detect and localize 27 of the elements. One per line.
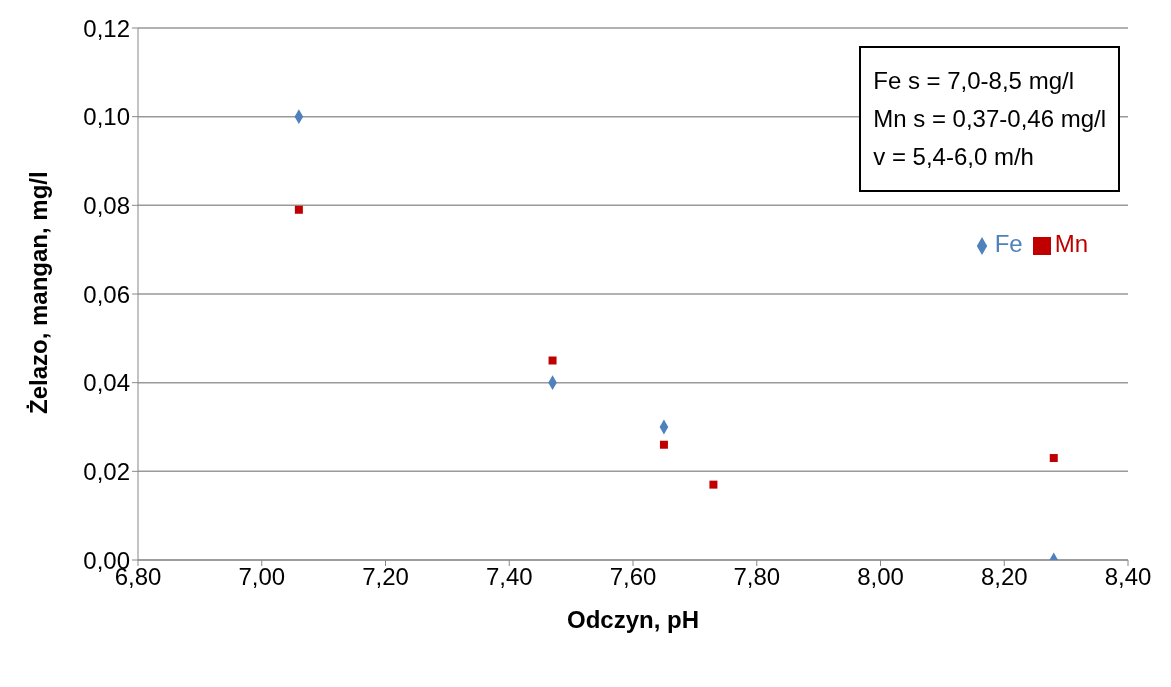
x-tick-label: 8,00 <box>857 563 904 591</box>
x-tick-label: 7,20 <box>362 563 409 591</box>
annotation: Fe s = 7,0-8,5 mg/l <box>873 66 1075 96</box>
y-tick-label: 0,06 <box>83 280 130 308</box>
point <box>709 480 718 489</box>
y-tick-label: 0,12 <box>83 14 130 42</box>
x-tick-label: 7,80 <box>733 563 781 591</box>
x-tick-label: 8,20 <box>980 563 1028 591</box>
x-tick-label: 7,00 <box>238 563 286 591</box>
note-box: Fe s = 7,0-8,5 mg/l Mn s = 0,37-0,46 mg/l v = 5,4-6,0 m/h <box>859 46 1120 192</box>
annotation: v = 5,4-6,0 m/h <box>873 142 1035 172</box>
x-axis-title: Odczyn, pH <box>566 606 700 633</box>
point <box>1049 454 1058 463</box>
y-tick-label: 0,10 <box>83 103 130 131</box>
annotation: Mn s = 0,37-0,46 mg/l <box>873 104 1106 134</box>
x-tick-label: 7,60 <box>609 563 657 591</box>
point <box>548 356 557 365</box>
y-tick-label: 0,04 <box>83 369 130 397</box>
y-axis-title: Żelazo, mangan, mg/l <box>24 171 52 414</box>
legend-label: Mn <box>1054 230 1088 257</box>
x-tick-label: 7,40 <box>485 563 533 591</box>
legend-label: Fe <box>994 230 1023 257</box>
y-tick-label: 0,02 <box>83 457 130 485</box>
x-tick-label: 8,40 <box>1104 563 1152 591</box>
point <box>294 205 303 214</box>
point <box>659 440 668 449</box>
y-tick-label: 0,08 <box>83 191 130 219</box>
